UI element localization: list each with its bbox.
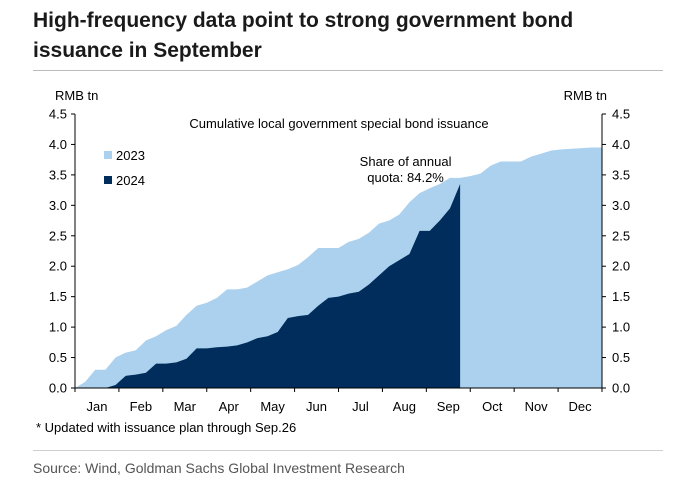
series-2023-area xyxy=(75,147,602,388)
left-y-tick-label: 1.0 xyxy=(49,320,67,335)
right-y-tick-label: 2.5 xyxy=(612,228,630,243)
right-y-tick-label: 0.0 xyxy=(612,381,630,396)
left-y-tick-label: 0.5 xyxy=(49,350,67,365)
annotation-line-2: quota: 84.2% xyxy=(367,170,444,185)
x-tick-label-nov: Nov xyxy=(525,399,549,414)
source-note: Source: Wind, Goldman Sachs Global Inves… xyxy=(33,460,405,476)
legend-swatch-2024 xyxy=(104,176,112,184)
x-tick-label-oct: Oct xyxy=(482,399,503,414)
x-tick-label-jun: Jun xyxy=(306,399,327,414)
left-y-tick-label: 2.0 xyxy=(49,259,67,274)
x-tick-label-may: May xyxy=(260,399,285,414)
right-y-tick-label: 1.5 xyxy=(612,289,630,304)
left-y-tick-label: 4.5 xyxy=(49,107,67,122)
left-y-tick-label: 4.0 xyxy=(49,137,67,152)
chart-subtitle: Cumulative local government special bond… xyxy=(189,116,488,131)
source-divider xyxy=(33,450,663,451)
right-y-unit-label: RMB tn xyxy=(564,88,607,103)
legend-swatch-2023 xyxy=(104,151,112,159)
right-y-tick-label: 0.5 xyxy=(612,350,630,365)
x-tick-label-apr: Apr xyxy=(219,399,240,414)
x-tick-label-feb: Feb xyxy=(130,399,152,414)
x-tick-label-jul: Jul xyxy=(352,399,369,414)
left-y-tick-label: 3.5 xyxy=(49,167,67,182)
x-tick-label-dec: Dec xyxy=(568,399,592,414)
title-divider xyxy=(33,70,663,71)
left-y-tick-label: 0.0 xyxy=(49,381,67,396)
legend-label-2023: 2023 xyxy=(116,148,145,163)
right-y-tick-label: 3.5 xyxy=(612,167,630,182)
footnote: * Updated with issuance plan through Sep… xyxy=(36,420,297,435)
x-tick-label-sep: Sep xyxy=(437,399,460,414)
x-tick-label-mar: Mar xyxy=(174,399,197,414)
right-y-tick-label: 1.0 xyxy=(612,320,630,335)
x-tick-label-aug: Aug xyxy=(393,399,416,414)
right-y-tick-label: 2.0 xyxy=(612,259,630,274)
right-y-tick-label: 3.0 xyxy=(612,198,630,213)
annotation-line-1: Share of annual xyxy=(360,154,452,169)
legend-label-2024: 2024 xyxy=(116,173,145,188)
x-tick-label-jan: Jan xyxy=(86,399,107,414)
left-y-unit-label: RMB tn xyxy=(55,88,98,103)
right-y-tick-label: 4.5 xyxy=(612,107,630,122)
left-y-tick-label: 3.0 xyxy=(49,198,67,213)
left-y-tick-label: 2.5 xyxy=(49,228,67,243)
series-2024-area xyxy=(75,184,461,388)
left-y-tick-label: 1.5 xyxy=(49,289,67,304)
chart-title-heading: High-frequency data point to strong gove… xyxy=(33,9,574,62)
right-y-tick-label: 4.0 xyxy=(612,137,630,152)
